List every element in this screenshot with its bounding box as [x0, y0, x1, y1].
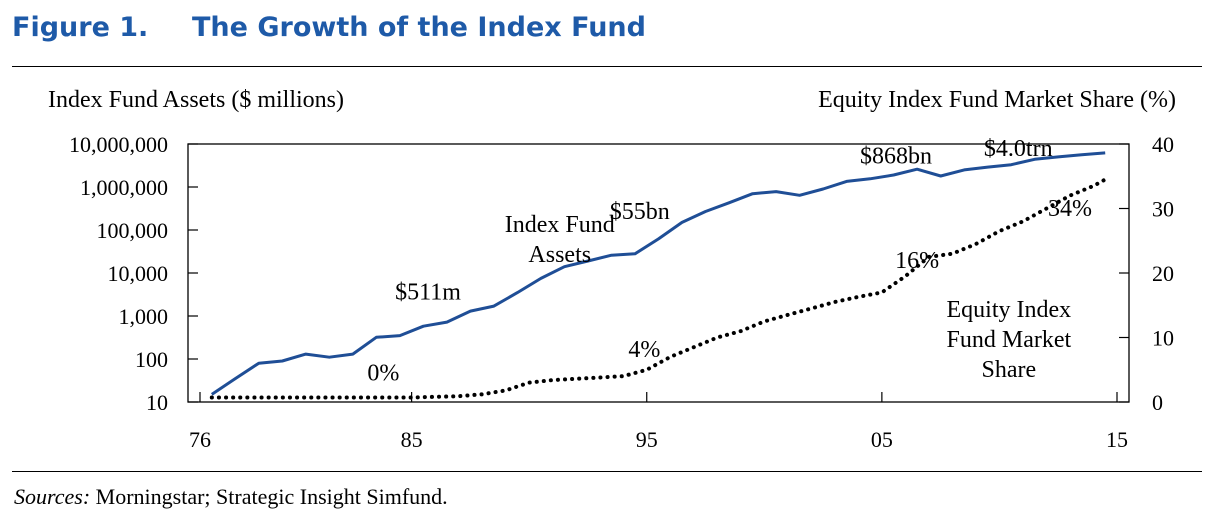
left-axis-label: Index Fund Assets ($ millions)	[48, 87, 344, 113]
right-y-tick-label: 20	[1152, 261, 1174, 286]
data-annotation: 0%	[367, 361, 399, 387]
right-y-tick-label: 0	[1152, 390, 1163, 415]
equity-index-market-share-line	[209, 177, 1108, 400]
right-y-tick-label: 30	[1152, 197, 1174, 222]
left-y-tick-label: 100,000	[97, 218, 169, 243]
x-tick-label: 95	[636, 427, 658, 452]
right-y-tick-label: 10	[1152, 326, 1174, 351]
figure-title: Figure 1. The Growth of the Index Fund	[12, 12, 646, 43]
data-annotation: 16%	[895, 248, 939, 274]
left-y-tick-label: 1,000	[119, 304, 169, 329]
data-annotation: $511m	[395, 280, 461, 306]
x-axis: 76 85 95 05 15	[189, 392, 1128, 452]
left-y-axis: 10 100 1,000 10,000 100,000 1,000,000 10,000,0…	[69, 132, 198, 415]
left-y-tick-label: 10	[146, 390, 168, 415]
left-y-tick-label: 1,000,000	[80, 175, 168, 200]
series-label: Fund Market	[947, 327, 1072, 353]
data-annotation: $55bn	[610, 199, 670, 225]
series-label: Share	[982, 357, 1037, 383]
figure-title-text: The Growth of the Index Fund	[192, 12, 646, 43]
x-tick-label: 05	[871, 427, 893, 452]
series-layer	[209, 151, 1108, 400]
source-label: Sources:	[14, 484, 91, 509]
left-y-tick-label: 10,000,000	[69, 132, 168, 157]
data-annotation: 34%	[1048, 196, 1092, 222]
data-annotation: $4.0trn	[984, 136, 1053, 162]
series-label: Index Fund	[505, 212, 615, 238]
source-text: Morningstar; Strategic Insight Simfund.	[90, 484, 448, 509]
annotation-layer: $511m $55bn $868bn $4.0trn 0% 4% 16% 34% Index F…	[367, 136, 1092, 387]
x-tick-label: 76	[189, 427, 211, 452]
right-y-tick-label: 40	[1152, 132, 1174, 157]
title-rule	[12, 66, 1202, 67]
index-fund-assets-line	[210, 151, 1106, 396]
series-label: Assets	[528, 242, 591, 268]
right-y-axis: 0 10 20 30 40	[1119, 132, 1174, 415]
right-axis-label: Equity Index Fund Market Share (%)	[818, 87, 1176, 113]
source-rule	[12, 471, 1202, 472]
source-note: Sources: Morningstar; Strategic Insight …	[14, 484, 448, 510]
left-y-tick-label: 10,000	[108, 261, 169, 286]
left-y-tick-label: 100	[135, 347, 168, 372]
x-tick-label: 85	[401, 427, 423, 452]
series-label: Equity Index	[947, 297, 1072, 323]
figure-number: Figure 1.	[12, 12, 149, 43]
data-annotation: $868bn	[860, 144, 932, 170]
x-tick-label: 15	[1106, 427, 1128, 452]
data-annotation: 4%	[628, 337, 660, 363]
